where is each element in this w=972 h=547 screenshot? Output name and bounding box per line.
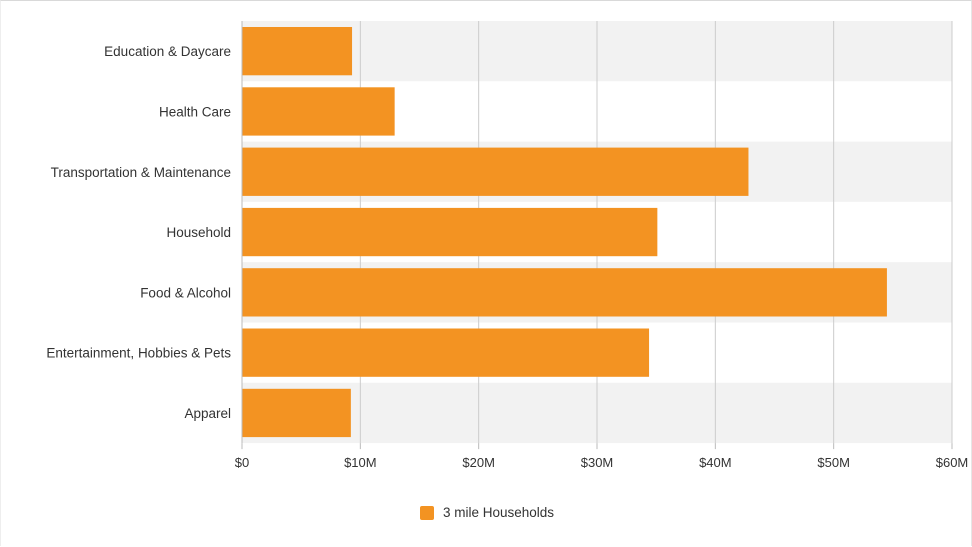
x-tick-label: $50M	[817, 455, 850, 470]
bar[interactable]	[242, 207, 658, 257]
bar-chart: Education & Daycare Health Care Transporta…	[46, 21, 969, 470]
legend-label: 3 mile Households	[443, 505, 555, 520]
bar[interactable]	[242, 147, 749, 196]
legend[interactable]: 3 mile Households	[420, 505, 554, 520]
x-tick-label: $60M	[936, 455, 969, 470]
x-tick-label: $10M	[344, 455, 377, 470]
category-label: Household	[166, 225, 231, 240]
x-tick-label: $0	[235, 455, 249, 470]
category-label: Apparel	[184, 406, 231, 421]
category-label: Education & Daycare	[104, 44, 231, 59]
category-label: Transportation & Maintenance	[51, 165, 231, 180]
x-tick-label: $30M	[581, 455, 614, 470]
legend-swatch	[420, 505, 434, 520]
x-tick-label: $20M	[462, 455, 495, 470]
category-label: Food & Alcohol	[140, 285, 231, 300]
category-label: Entertainment, Hobbies & Pets	[46, 346, 231, 361]
bar[interactable]	[242, 87, 395, 136]
bar[interactable]	[242, 27, 353, 76]
category-label: Health Care	[159, 104, 231, 119]
bar[interactable]	[242, 388, 351, 438]
bar[interactable]	[242, 328, 650, 377]
x-tick-label: $40M	[699, 455, 732, 470]
bar[interactable]	[242, 268, 887, 317]
